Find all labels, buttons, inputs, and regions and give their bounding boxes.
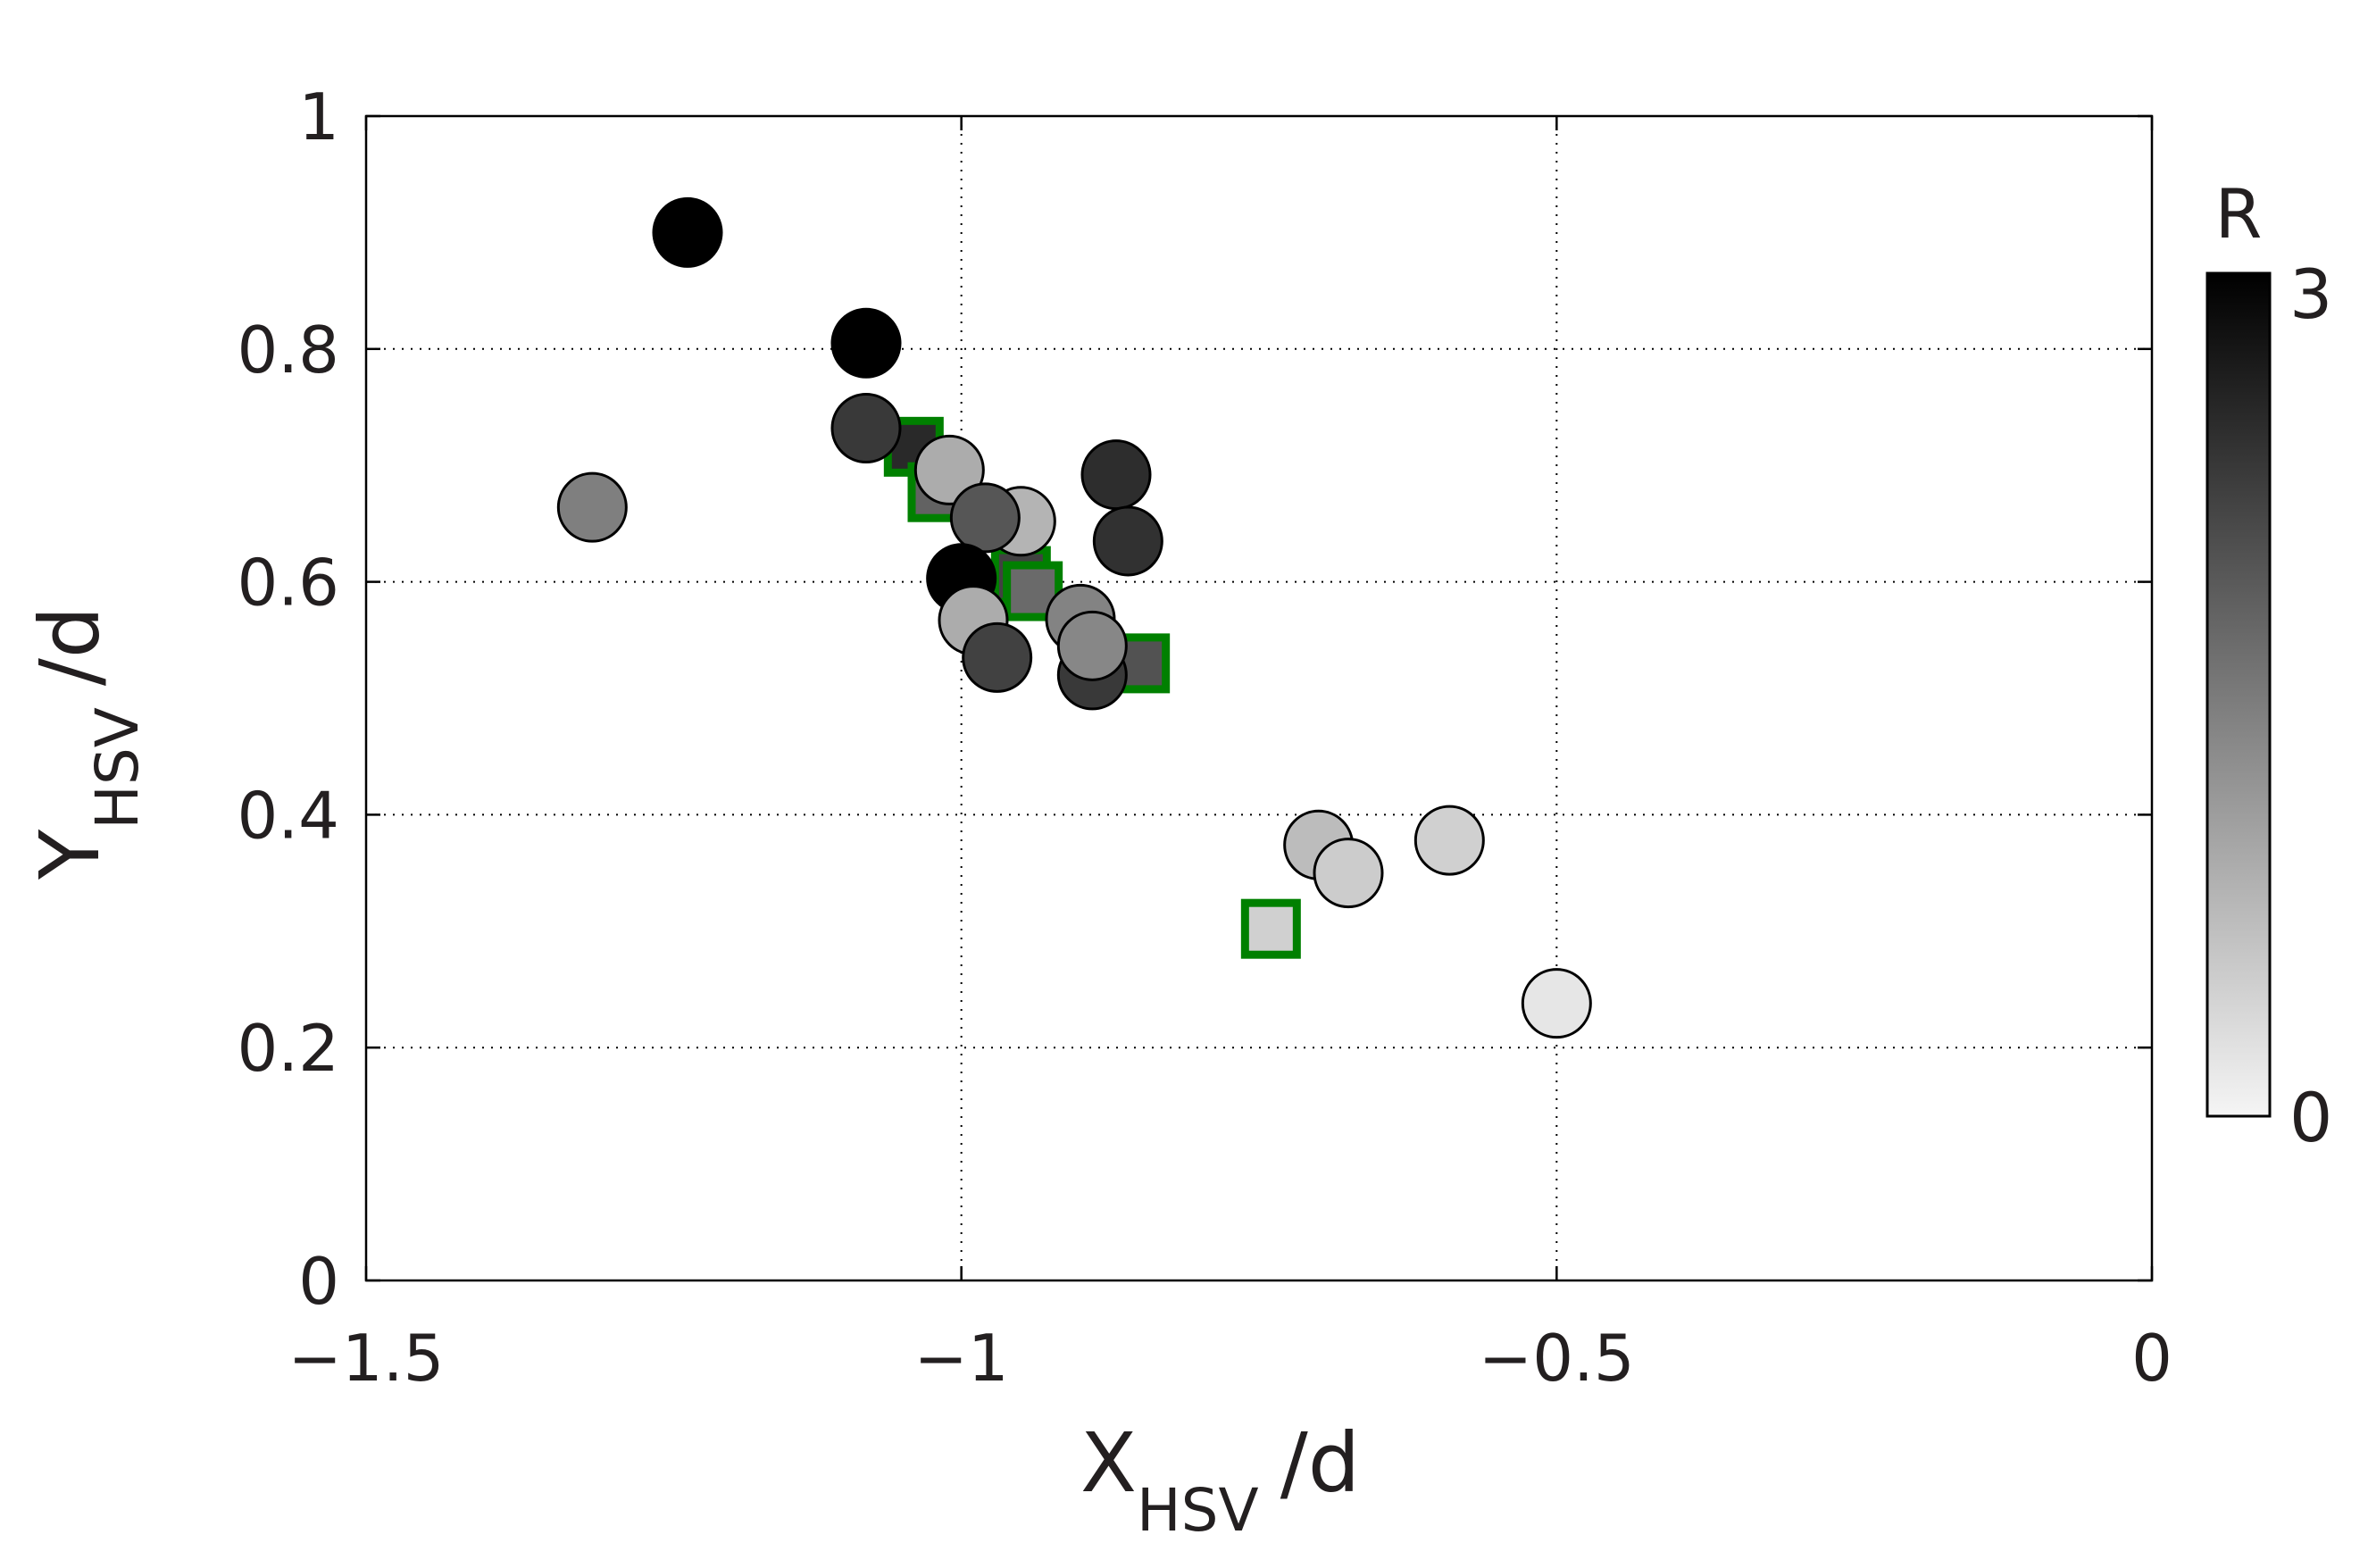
data-point-circle bbox=[949, 482, 1021, 554]
data-point-circle bbox=[652, 196, 723, 268]
x-axis-label-subscript: HSV bbox=[1137, 1476, 1259, 1545]
x-tick-label: −1.5 bbox=[288, 1321, 445, 1396]
tick-labels: −1.5 −1 −0.5 0 0 0.2 0.4 0.6 0.8 1 bbox=[237, 79, 2172, 1396]
data-point-circle bbox=[1413, 805, 1485, 876]
y-axis-label-subscript: HSV bbox=[83, 707, 152, 830]
x-axis-label-main: X bbox=[1080, 1415, 1137, 1511]
y-tick-label: 0 bbox=[298, 1244, 339, 1319]
y-tick-label: 1 bbox=[298, 79, 339, 154]
data-point-circle bbox=[556, 471, 628, 543]
y-axis-label-main: Y bbox=[22, 829, 118, 880]
data-point-square bbox=[1003, 561, 1063, 621]
x-tick-label: 0 bbox=[2131, 1321, 2172, 1396]
x-axis-label: XHSV/d bbox=[1080, 1415, 1360, 1545]
data-point-circle bbox=[830, 392, 902, 463]
axis-ticks bbox=[364, 114, 2154, 1282]
data-point-circle bbox=[830, 307, 902, 379]
x-tick-label: −0.5 bbox=[1479, 1321, 1635, 1396]
y-axis-label: YHSV/d bbox=[22, 606, 152, 880]
colorbar: R 3 0 bbox=[2205, 174, 2332, 1157]
data-point-circle bbox=[1080, 439, 1152, 511]
data-point-circle bbox=[1313, 838, 1384, 909]
colorbar-title: R bbox=[2215, 174, 2263, 254]
y-axis-label-suffix: /d bbox=[22, 606, 118, 686]
data-point-circle bbox=[1521, 968, 1592, 1039]
plot-frame bbox=[364, 114, 2154, 1282]
data-point-square bbox=[1240, 898, 1301, 959]
x-tick-label: −1 bbox=[914, 1321, 1009, 1396]
colorbar-max-label: 3 bbox=[2289, 254, 2332, 334]
colorbar-gradient bbox=[2205, 271, 2272, 1118]
colorbar-min-label: 0 bbox=[2289, 1078, 2332, 1157]
data-point-circle bbox=[1056, 610, 1128, 681]
y-tick-label: 0.2 bbox=[237, 1011, 339, 1086]
grid-lines bbox=[366, 116, 2152, 1280]
x-axis-label-suffix: /d bbox=[1280, 1415, 1360, 1511]
data-point-circle bbox=[1092, 505, 1163, 577]
y-tick-label: 0.6 bbox=[237, 546, 339, 621]
y-tick-label: 0.4 bbox=[237, 778, 339, 853]
y-tick-label: 0.8 bbox=[237, 313, 339, 388]
data-point-circle bbox=[962, 621, 1033, 693]
data-point-circle bbox=[913, 434, 985, 505]
data-markers bbox=[556, 196, 1592, 1039]
